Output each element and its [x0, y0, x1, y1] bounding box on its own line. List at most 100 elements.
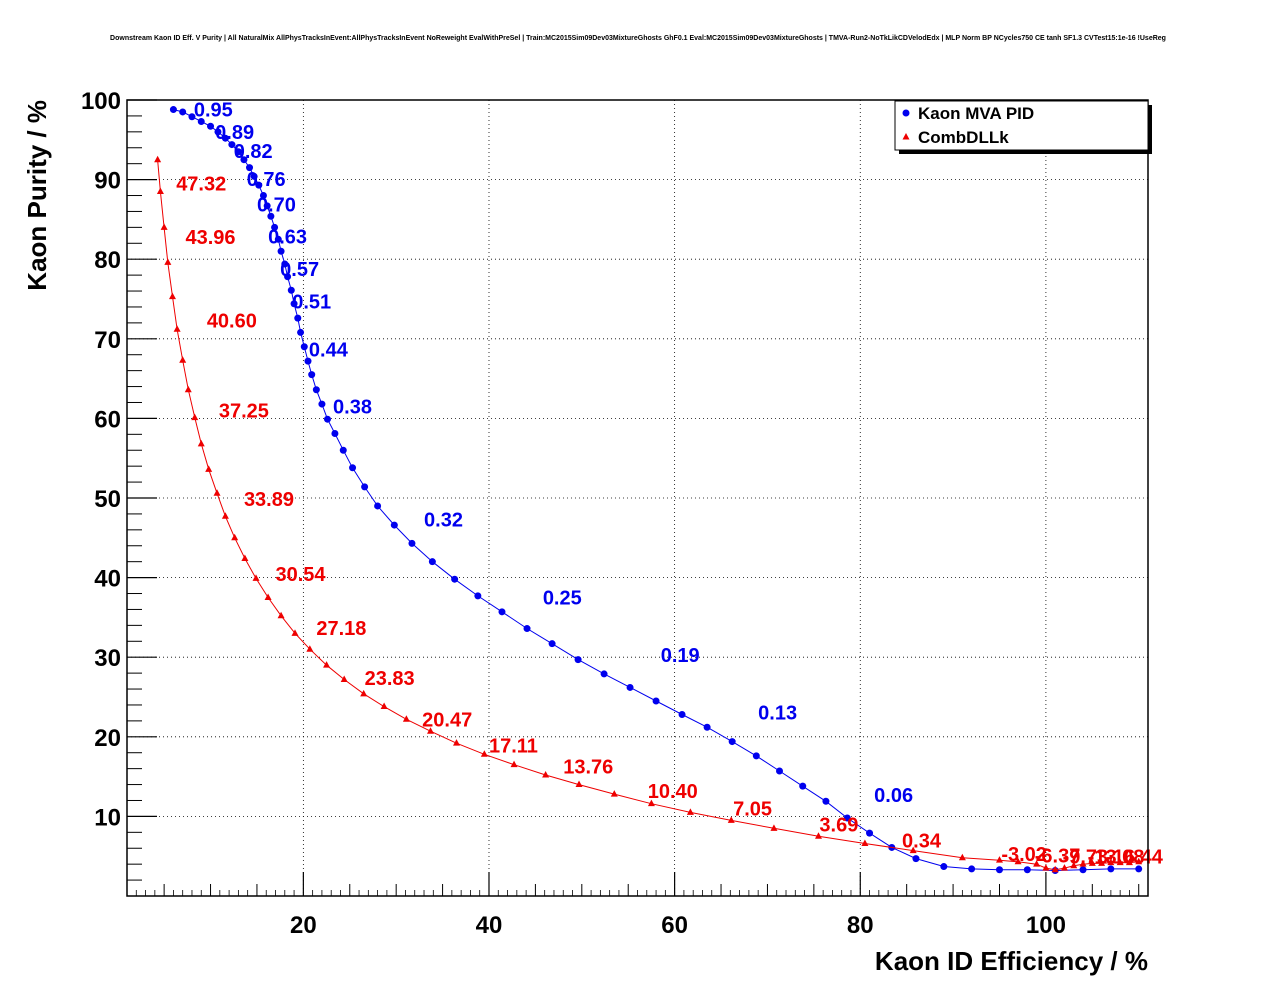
cut-value-label: 0.32: [424, 510, 463, 532]
data-point: [197, 439, 205, 447]
data-point: [909, 846, 917, 854]
data-point: [728, 738, 736, 746]
cut-value-label: 0.38: [333, 397, 372, 419]
data-point: [727, 816, 735, 823]
data-point: [574, 656, 582, 664]
data-point: [453, 739, 461, 746]
data-point: [776, 767, 784, 775]
data-point: [277, 611, 285, 619]
y-tick-label: 40: [94, 566, 121, 593]
legend-entry: CombDLLk: [918, 128, 1009, 147]
cut-value-label: 0.19: [661, 645, 700, 667]
data-point: [331, 430, 339, 438]
legend-box: [894, 100, 1149, 151]
data-point: [575, 780, 583, 788]
legend-entry: Kaon MVA PID: [918, 104, 1034, 123]
data-point: [600, 670, 608, 678]
data-point: [1070, 861, 1078, 869]
data-point: [542, 771, 550, 778]
cut-value-label: 20.47: [422, 709, 472, 731]
data-point: [267, 212, 275, 220]
data-point: [197, 117, 205, 125]
data-point: [154, 155, 162, 163]
y-tick-label: 50: [94, 486, 121, 513]
data-point: [912, 855, 920, 863]
data-point: [408, 539, 416, 547]
data-point: [168, 292, 176, 300]
data-point: [271, 223, 279, 231]
data-point: [160, 223, 168, 230]
data-point: [402, 715, 410, 722]
data-point: [277, 247, 285, 255]
data-point: [510, 760, 518, 768]
data-point: [1079, 860, 1087, 867]
data-point: [770, 824, 778, 831]
cut-value-label: 30.54: [276, 564, 327, 586]
data-point: [308, 371, 316, 379]
data-point: [263, 202, 271, 210]
data-point: [498, 608, 506, 616]
y-axis-label: Kaon Purity / %: [22, 100, 52, 291]
data-point: [304, 357, 312, 365]
legend-marker: [902, 133, 910, 140]
data-point: [1060, 864, 1068, 871]
data-point: [610, 790, 618, 797]
data-point: [312, 386, 320, 394]
cut-value-label: 0.57: [280, 259, 319, 281]
data-point: [1051, 865, 1059, 873]
data-point: [241, 554, 249, 561]
x-axis-label: Kaon ID Efficiency / %: [875, 946, 1148, 976]
cut-value-label: 0.76: [247, 169, 286, 191]
data-point: [250, 172, 258, 180]
cut-value-label: 17.11: [489, 736, 538, 758]
data-point: [191, 413, 199, 421]
cut-value-label: 0.95: [194, 100, 233, 122]
data-point: [297, 328, 305, 336]
data-point: [1116, 858, 1124, 866]
data-point: [1135, 857, 1143, 865]
data-point: [339, 446, 347, 454]
cut-value-label: 13.76: [563, 756, 613, 778]
data-point: [252, 574, 260, 581]
series-kaon-mva-pid: [169, 106, 1143, 875]
data-point: [281, 260, 289, 268]
data-point: [255, 181, 263, 189]
y-tick-label: 20: [94, 725, 121, 752]
x-tick-label: 40: [476, 912, 503, 939]
cut-value-label: 47.32: [176, 174, 226, 196]
data-point: [213, 489, 221, 496]
cut-value-label: -16.44: [1106, 846, 1164, 868]
data-point: [1033, 860, 1041, 867]
data-point: [1042, 864, 1050, 871]
x-tick-label: 60: [661, 912, 688, 939]
data-point: [428, 558, 436, 566]
data-point: [231, 533, 239, 541]
y-tick-label: 70: [94, 327, 121, 354]
data-point: [360, 689, 368, 697]
cut-value-label: 7.05: [733, 799, 772, 821]
data-point: [207, 122, 215, 130]
data-point: [340, 675, 348, 682]
data-point: [548, 640, 556, 648]
data-point: [264, 593, 272, 600]
data-point: [300, 343, 308, 351]
data-point: [214, 128, 222, 136]
cut-value-label: -6.37: [1035, 846, 1081, 868]
series-line: [173, 109, 1139, 872]
data-point: [188, 113, 196, 121]
data-point: [866, 829, 874, 837]
data-point: [290, 300, 298, 308]
data-point: [240, 156, 248, 164]
data-point: [958, 853, 966, 861]
cut-value-label: 0.44: [309, 339, 349, 361]
data-point: [995, 866, 1003, 874]
data-point: [968, 865, 976, 873]
data-point: [647, 799, 655, 807]
data-point: [940, 863, 948, 871]
data-point: [246, 164, 254, 172]
cut-value-label: 0.25: [543, 588, 582, 610]
data-point: [156, 187, 164, 195]
series-layer: [154, 106, 1143, 875]
data-point: [678, 711, 686, 719]
cut-value-label: 43.96: [185, 227, 235, 249]
